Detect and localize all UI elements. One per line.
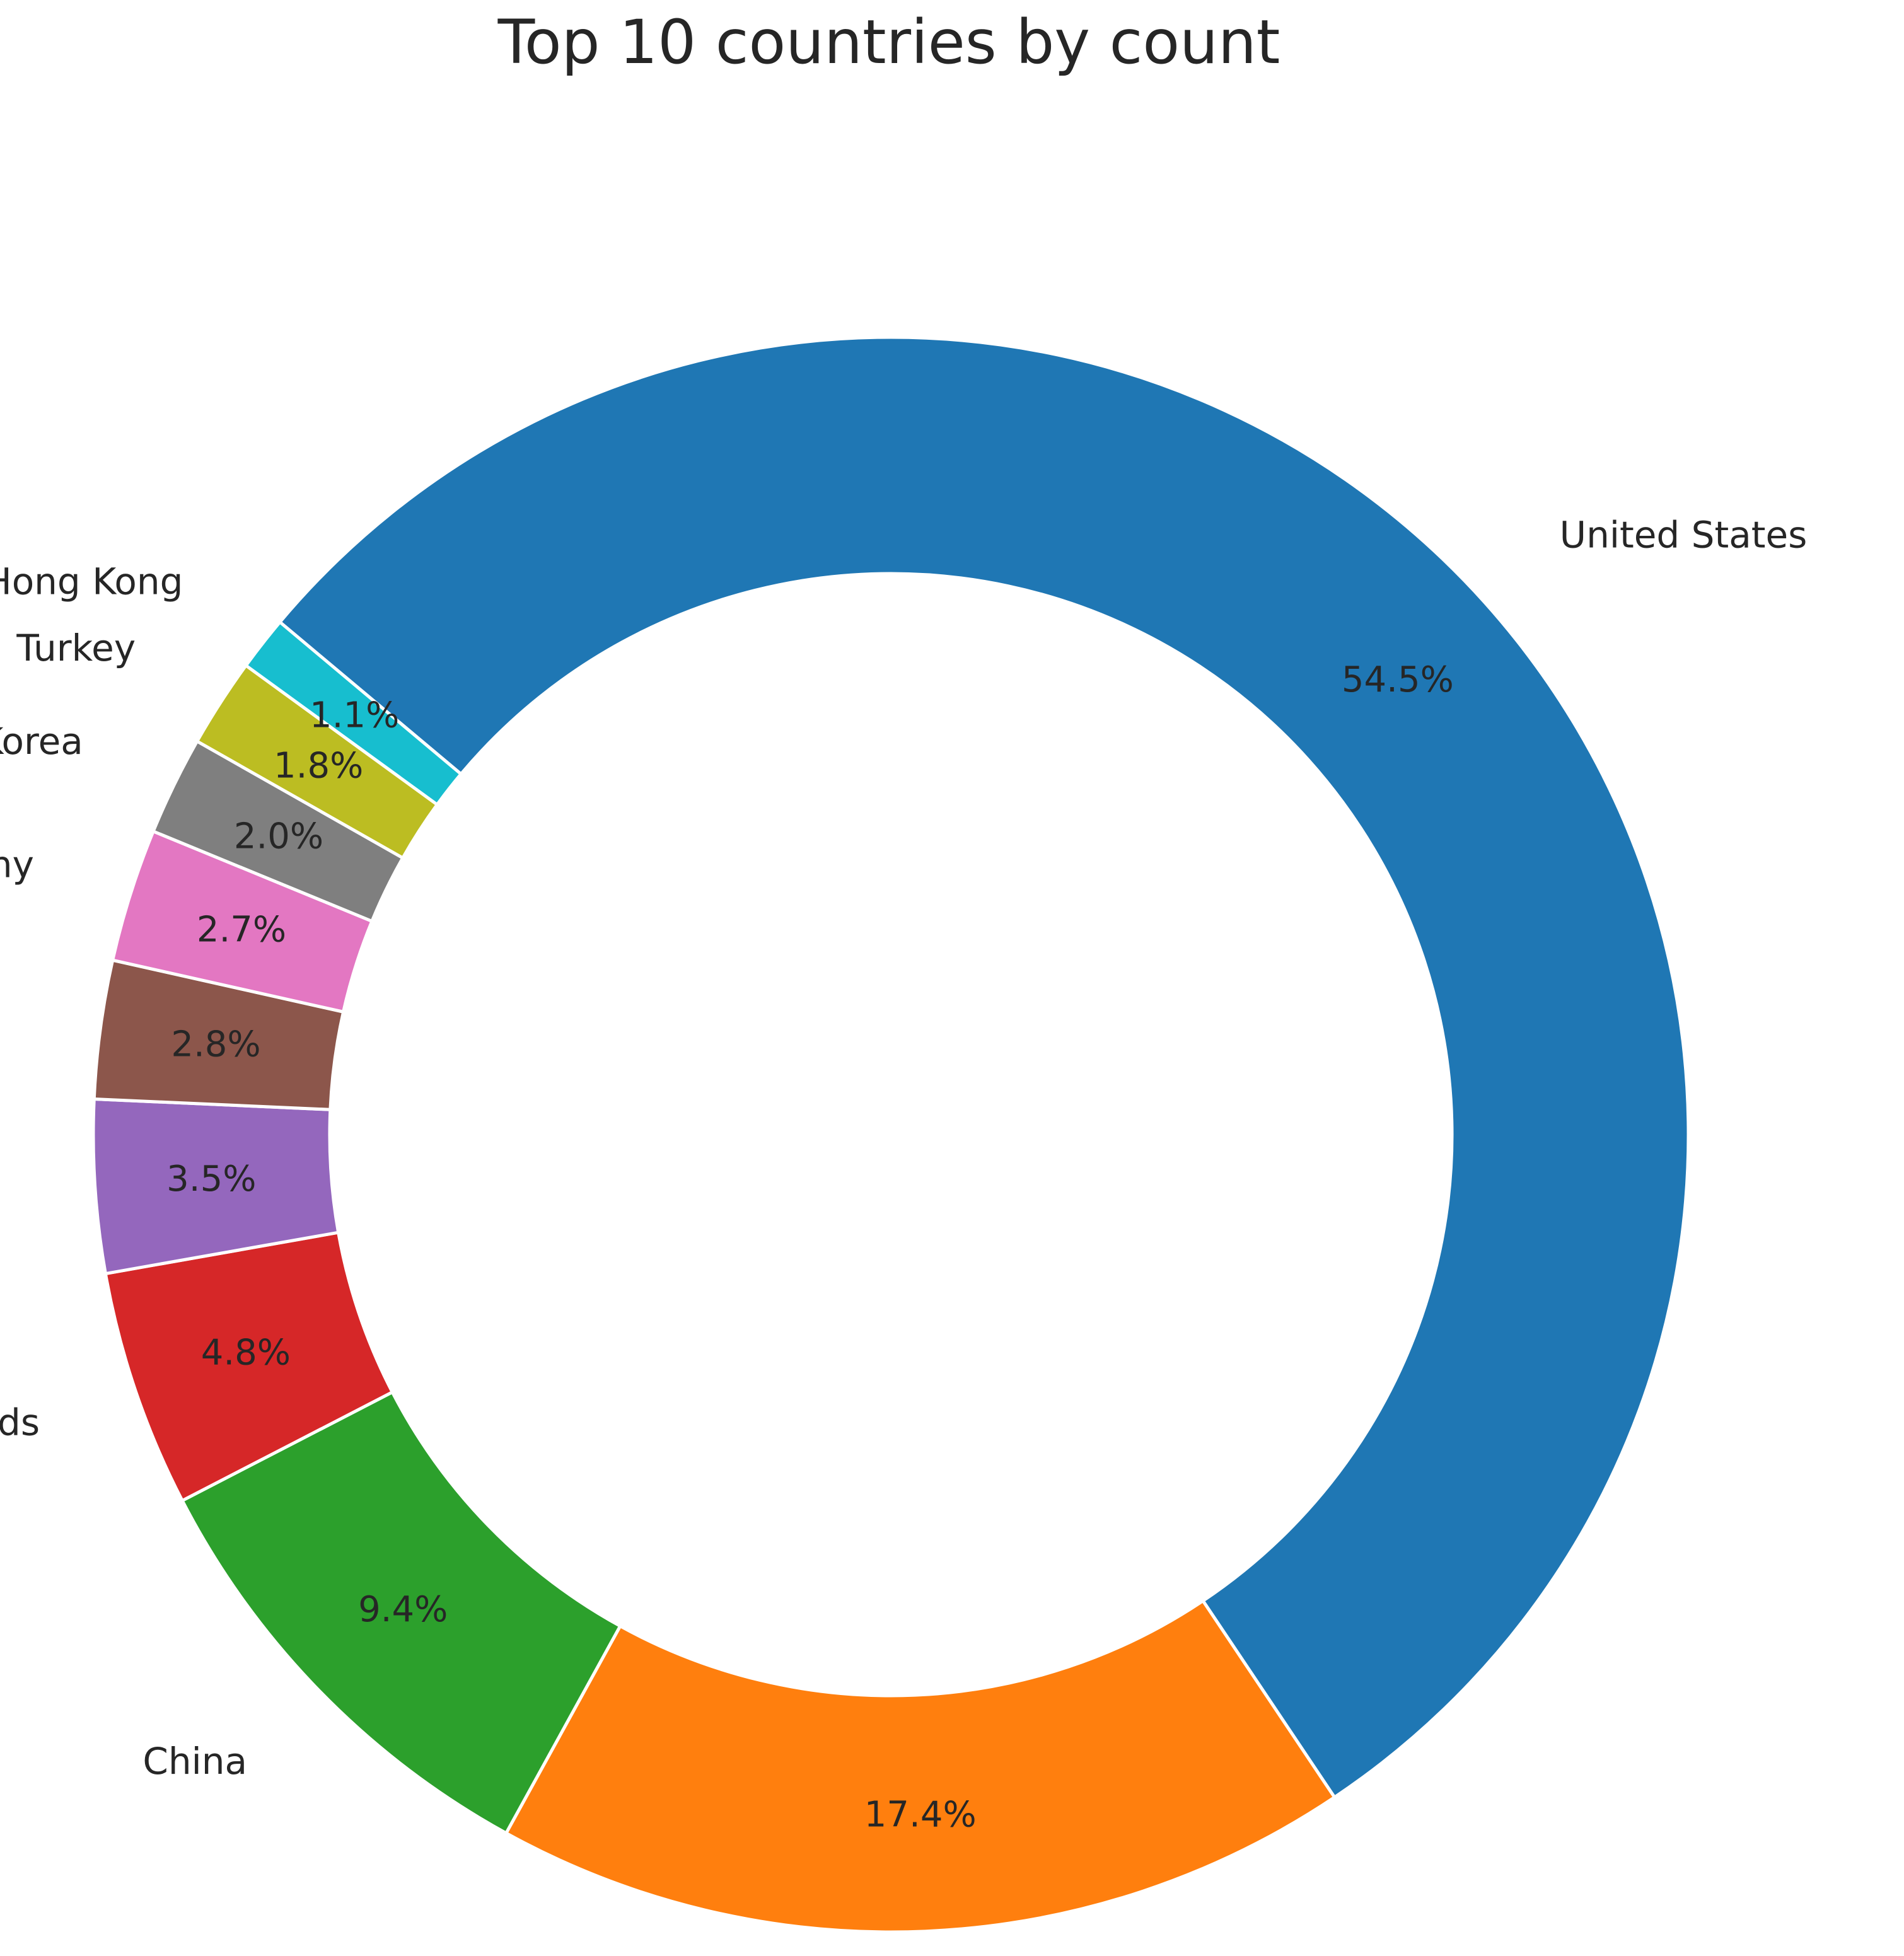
- slice-group: [91, 335, 1690, 1934]
- category-label-italy: Italy: [0, 995, 1, 1038]
- category-label-republic-of-korea: Republic of Korea: [0, 720, 83, 763]
- pct-label-hong-kong: 1.1%: [310, 695, 399, 736]
- category-label-turkey: Turkey: [16, 627, 136, 669]
- slice-russia: [504, 1599, 1337, 1934]
- pct-label-china: 9.4%: [358, 1589, 448, 1630]
- pct-label-united-states: 54.5%: [1342, 659, 1454, 700]
- category-label-hong-kong: Hong Kong: [0, 560, 183, 603]
- slice-hong-kong: [243, 620, 463, 807]
- category-label-germany: Germany: [0, 843, 34, 886]
- pct-label-the-netherlands: 4.8%: [201, 1332, 291, 1373]
- slice-united-states: [277, 335, 1690, 1800]
- category-label-the-netherlands: The Netherlands: [0, 1401, 40, 1444]
- pct-label-germany: 2.7%: [197, 910, 286, 951]
- category-label-china: China: [142, 1740, 247, 1783]
- pct-label-republic-of-korea: 2.0%: [234, 816, 323, 857]
- pct-label-italy: 2.8%: [171, 1024, 260, 1065]
- category-label-united-states: United States: [1560, 513, 1808, 556]
- pct-label-united-kingdom: 3.5%: [166, 1159, 256, 1200]
- label-group: 54.5%United States17.4%Russia9.4%China4.…: [0, 513, 1808, 1835]
- pct-label-russia: 17.4%: [864, 1794, 977, 1835]
- chart-title: Top 10 countries by count: [497, 7, 1280, 78]
- pct-label-turkey: 1.8%: [274, 745, 363, 786]
